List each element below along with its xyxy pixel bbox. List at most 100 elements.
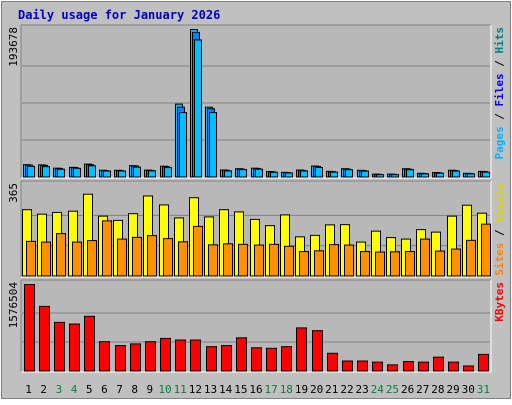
bar-sites-day-10 <box>163 238 173 277</box>
x-tick-label-day-13: 13 <box>204 383 217 396</box>
bar-pages-day-23 <box>361 170 369 178</box>
x-tick-label-day-25: 25 <box>386 383 399 396</box>
bar-pages-day-19 <box>300 170 308 178</box>
x-tick-label-day-28: 28 <box>431 383 444 396</box>
series-sites <box>26 220 491 277</box>
series-pages <box>27 39 490 178</box>
x-tick-label-day-27: 27 <box>416 383 429 396</box>
panel-background <box>21 25 491 178</box>
bar-kbytes-day-6 <box>99 341 110 372</box>
bar-kbytes-day-29 <box>448 361 459 372</box>
bar-pages-day-17 <box>270 171 278 178</box>
bar-pages-day-9 <box>148 170 156 178</box>
bar-kbytes-day-8 <box>130 343 141 372</box>
bar-sites-day-12 <box>193 225 203 277</box>
bar-pages-day-15 <box>239 169 247 178</box>
bar-kbytes-day-13 <box>206 346 217 372</box>
bar-sites-day-9 <box>147 235 157 277</box>
bar-pages-day-20 <box>315 166 323 178</box>
bar-pages-day-27 <box>421 173 429 178</box>
bar-pages-day-24 <box>376 174 384 178</box>
bar-kbytes-day-5 <box>84 315 95 372</box>
legend-entry-kbytes: KBytes <box>493 282 506 322</box>
bar-sites-day-31 <box>481 223 491 277</box>
bar-pages-day-25 <box>391 174 399 178</box>
x-tick-label-day-10: 10 <box>158 383 171 396</box>
bar-sites-day-11 <box>178 241 188 277</box>
bar-kbytes-day-4 <box>69 323 80 372</box>
bar-kbytes-day-3 <box>54 321 65 372</box>
bar-kbytes-day-7 <box>115 345 126 372</box>
series-kbytes <box>24 284 489 372</box>
bar-kbytes-day-14 <box>221 345 232 372</box>
legend-visits-sites: Sites / Visits <box>493 183 506 276</box>
legend-kbytes: KBytes <box>493 282 506 322</box>
y-axis-max-label: 1576504 <box>7 282 20 329</box>
bar-kbytes-day-1 <box>24 284 35 372</box>
bar-sites-day-30 <box>466 239 476 277</box>
x-tick-label-day-1: 1 <box>25 383 32 396</box>
bar-pages-day-22 <box>345 169 353 178</box>
bar-sites-day-1 <box>26 240 36 277</box>
bar-sites-day-21 <box>329 244 339 277</box>
bar-kbytes-day-19 <box>296 327 307 372</box>
bar-sites-day-23 <box>360 251 370 277</box>
chart-title: Daily usage for January 2026 <box>18 8 220 22</box>
x-tick-label-day-7: 7 <box>116 383 123 396</box>
x-tick-label-day-8: 8 <box>131 383 138 396</box>
x-tick-label-day-9: 9 <box>147 383 154 396</box>
bar-pages-day-28 <box>436 172 444 178</box>
bar-sites-day-15 <box>238 243 248 277</box>
x-tick-label-day-15: 15 <box>234 383 247 396</box>
legend-separator: / <box>493 223 506 243</box>
bar-pages-day-18 <box>285 172 293 178</box>
bar-sites-day-5 <box>87 240 97 277</box>
legend-hits-files-pages: Pages / Files / Hits <box>493 27 506 160</box>
bar-sites-day-28 <box>435 250 445 277</box>
x-tick-label-day-17: 17 <box>265 383 278 396</box>
bar-kbytes-day-27 <box>418 361 429 372</box>
y-axis-max-label: 365 <box>7 183 20 203</box>
x-tick-label-day-19: 19 <box>295 383 308 396</box>
legend-entry-visits: Visits <box>493 183 506 223</box>
bar-kbytes-day-30 <box>463 365 474 372</box>
bar-kbytes-day-26 <box>403 361 414 372</box>
bar-kbytes-day-10 <box>160 337 171 372</box>
legend-entry-pages: Pages <box>493 126 506 159</box>
x-tick-label-day-20: 20 <box>310 383 323 396</box>
y-axis-max-label: 193678 <box>7 27 20 67</box>
bar-pages-day-30 <box>467 173 475 178</box>
bar-pages-day-6 <box>103 170 111 178</box>
bar-sites-day-3 <box>56 233 66 277</box>
bar-sites-day-2 <box>41 241 51 277</box>
bar-pages-day-29 <box>452 170 460 178</box>
bar-kbytes-day-21 <box>327 352 338 372</box>
x-tick-label-day-6: 6 <box>101 383 108 396</box>
outer-frame-dark <box>1 1 511 399</box>
bar-pages-day-12 <box>194 39 202 178</box>
x-tick-label-day-22: 22 <box>340 383 353 396</box>
bar-kbytes-day-23 <box>357 360 368 372</box>
bar-kbytes-day-31 <box>478 353 489 372</box>
bar-kbytes-day-2 <box>39 305 50 372</box>
bar-kbytes-day-24 <box>372 361 383 372</box>
bar-kbytes-day-15 <box>236 337 247 372</box>
bar-sites-day-27 <box>420 238 430 277</box>
bar-sites-day-7 <box>117 238 127 277</box>
bar-kbytes-day-22 <box>342 360 353 372</box>
x-tick-label-day-23: 23 <box>356 383 369 396</box>
bar-sites-day-4 <box>72 241 82 277</box>
bar-kbytes-day-16 <box>251 347 262 372</box>
x-axis-day-labels: 1 2 3 4 5 6 7 8 9 10 11 12 13 14 15 16 17 18 19 20 21 22 23 24 2… <box>25 383 490 396</box>
bar-pages-day-14 <box>224 170 232 178</box>
legend-separator: / <box>493 107 506 127</box>
bar-pages-day-8 <box>133 166 141 178</box>
bar-kbytes-day-17 <box>266 347 277 372</box>
x-tick-label-day-11: 11 <box>174 383 187 396</box>
x-tick-label-day-26: 26 <box>401 383 414 396</box>
panel-visits-sites: 365 Sites / Visits <box>7 180 506 278</box>
x-tick-label-day-5: 5 <box>86 383 93 396</box>
